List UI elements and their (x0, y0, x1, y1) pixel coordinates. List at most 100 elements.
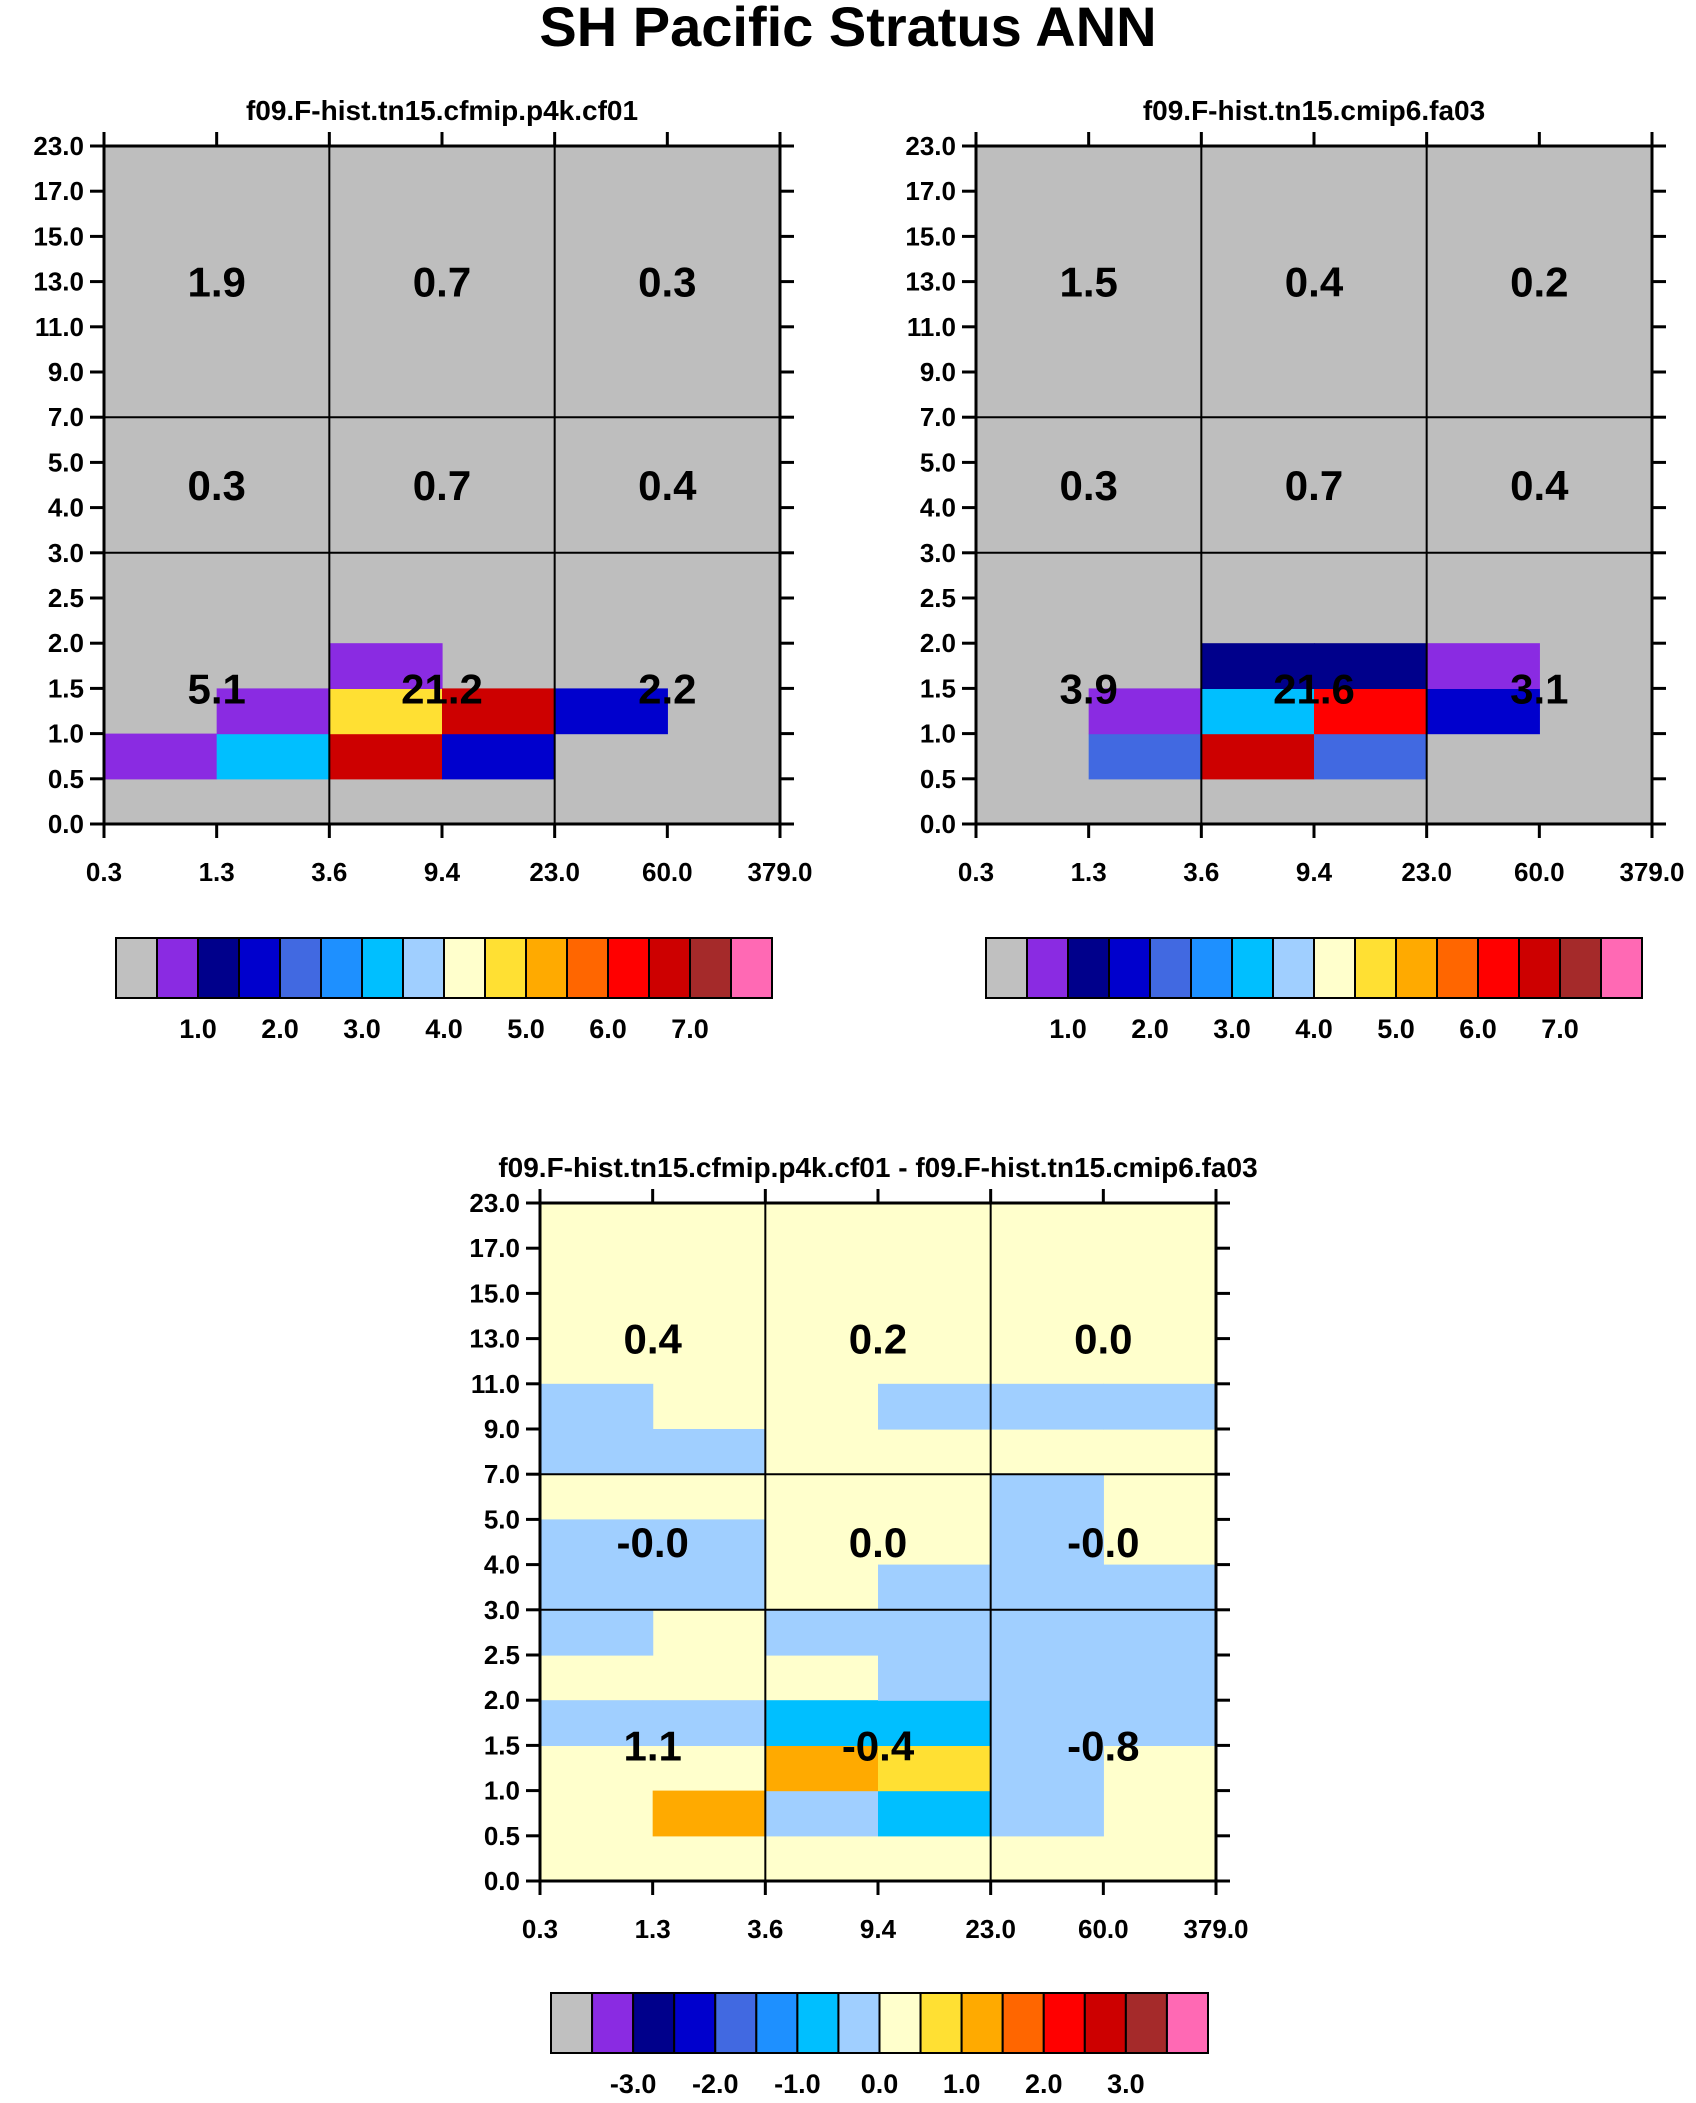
y-tick-label: 23.0 (469, 1188, 520, 1218)
cell-annotation: 0.3 (638, 259, 696, 306)
histogram-cell (652, 1564, 766, 1611)
histogram-cell (1103, 1564, 1217, 1611)
colorbar-label: 4.0 (425, 1014, 463, 1044)
histogram-cell (216, 733, 330, 780)
colorbar-swatch (689, 937, 732, 999)
cell-annotation: 0.7 (413, 259, 471, 306)
y-tick-label: 0.0 (920, 809, 956, 839)
histogram-cell (652, 1700, 766, 1746)
colorbar-label: -3.0 (610, 2069, 657, 2099)
histogram-cell (878, 1745, 992, 1792)
colorbar-swatch (525, 937, 568, 999)
histogram-cell (442, 733, 556, 780)
colorbar-swatch (714, 1992, 758, 2054)
y-tick-label: 15.0 (33, 221, 84, 251)
y-tick-label: 13.0 (469, 1324, 520, 1354)
colorbar-swatch (632, 1992, 676, 2054)
y-tick-label: 23.0 (33, 131, 84, 161)
y-tick-label: 7.0 (484, 1459, 520, 1489)
histogram-cell (329, 688, 443, 735)
colorbar-swatch (1354, 937, 1397, 999)
colorbar-swatch (1124, 1992, 1168, 2054)
colorbar-swatch (1477, 937, 1520, 999)
colorbar-label: 7.0 (671, 1014, 709, 1044)
colorbar-label: 2.0 (1025, 2069, 1063, 2099)
y-tick-label: 0.5 (484, 1821, 520, 1851)
x-tick-label: 9.4 (424, 857, 461, 887)
y-tick-label: 0.5 (920, 764, 956, 794)
colorbar-swatch (484, 937, 527, 999)
colorbar-swatch (320, 937, 363, 999)
colorbar-swatch (919, 1992, 963, 2054)
cell-annotation: -0.0 (616, 1519, 688, 1566)
cell-annotation: -0.8 (1067, 1722, 1139, 1769)
histogram-cell (990, 1745, 1104, 1792)
colorbar-label: -1.0 (774, 2069, 821, 2099)
panel-1: 0.3 1.3 3.6 9.4 23.0 60.0 379.0 0.0 0.5 1.0 1.5 2.0… (33, 95, 812, 1044)
histogram-cell (540, 1700, 654, 1746)
colorbar-label: 1.0 (179, 1014, 217, 1044)
x-tick-label: 9.4 (860, 1914, 897, 1944)
x-tick-label: 9.4 (1296, 857, 1333, 887)
histogram-cell (990, 1655, 1104, 1701)
colorbar-label: 1.0 (943, 2069, 981, 2099)
y-tick-label: 5.0 (484, 1504, 520, 1534)
y-tick-label: 2.5 (48, 583, 84, 613)
histogram-cell (554, 688, 668, 735)
x-tick-label: 60.0 (1514, 857, 1565, 887)
cell-annotation: 0.4 (638, 462, 697, 509)
cell-annotation: 0.0 (849, 1519, 907, 1566)
colorbar-label: 3.0 (1107, 2069, 1145, 2099)
y-tick-label: 2.0 (48, 628, 84, 658)
y-tick-label: 4.0 (484, 1550, 520, 1580)
cell-annotation: 0.4 (1510, 462, 1569, 509)
x-tick-label: 23.0 (529, 857, 580, 887)
y-tick-label: 9.0 (484, 1414, 520, 1444)
x-tick-label: 3.6 (311, 857, 347, 887)
cell-annotation: 0.4 (1285, 259, 1344, 306)
histogram-cell (990, 1474, 1104, 1520)
colorbar-label: 5.0 (1377, 1014, 1415, 1044)
cell-annotation: 3.1 (1510, 665, 1568, 712)
histogram-cell (878, 1609, 992, 1656)
panel-title: f09.F-hist.tn15.cmip6.fa03 (1143, 95, 1485, 126)
y-tick-label: 17.0 (33, 176, 84, 206)
colorbar-swatch (1559, 937, 1602, 999)
y-tick-label: 15.0 (905, 221, 956, 251)
cell-annotation: 0.3 (1059, 462, 1117, 509)
colorbar-swatch (1108, 937, 1151, 999)
histogram-cell (765, 1790, 879, 1837)
histogram-cell (540, 1383, 654, 1430)
colorbar-swatch (1042, 1992, 1086, 2054)
colorbar-swatch (238, 937, 281, 999)
cell-annotation: -0.0 (1067, 1519, 1139, 1566)
y-tick-label: 17.0 (905, 176, 956, 206)
cell-annotation: 0.7 (1285, 462, 1343, 509)
x-tick-label: 379.0 (1619, 857, 1684, 887)
x-tick-label: 23.0 (965, 1914, 1016, 1944)
histogram-cell (540, 1519, 654, 1566)
histogram-cell (1314, 688, 1428, 735)
histogram-cell (329, 643, 443, 689)
histogram-cell (878, 1383, 992, 1430)
figure-title: SH Pacific Stratus ANN (539, 0, 1156, 58)
panel-2: 0.3 1.3 3.6 9.4 23.0 60.0 379.0 0.0 0.5 1.0 1.5 2.0… (905, 95, 1684, 1044)
cell-annotation: 0.2 (849, 1316, 907, 1363)
x-tick-label: 60.0 (1078, 1914, 1129, 1944)
colorbar-swatch (1067, 937, 1110, 999)
cell-annotation: 21.6 (1273, 665, 1355, 712)
panel-title: f09.F-hist.tn15.cfmip.p4k.cf01 - f09.F-h… (498, 1152, 1257, 1183)
y-tick-label: 9.0 (48, 357, 84, 387)
histogram-cell (990, 1790, 1104, 1837)
histogram-cell (990, 1519, 1104, 1566)
colorbar-label: 0.0 (861, 2069, 899, 2099)
histogram-cell (216, 688, 330, 735)
colorbar-swatch (673, 1992, 717, 2054)
colorbar-swatch (591, 1992, 635, 2054)
colorbar-swatch (960, 1992, 1004, 2054)
cell-annotation: 0.7 (413, 462, 471, 509)
x-tick-label: 3.6 (747, 1914, 783, 1944)
y-tick-label: 23.0 (905, 131, 956, 161)
x-tick-label: 3.6 (1183, 857, 1219, 887)
histogram-cell (1103, 1655, 1217, 1701)
